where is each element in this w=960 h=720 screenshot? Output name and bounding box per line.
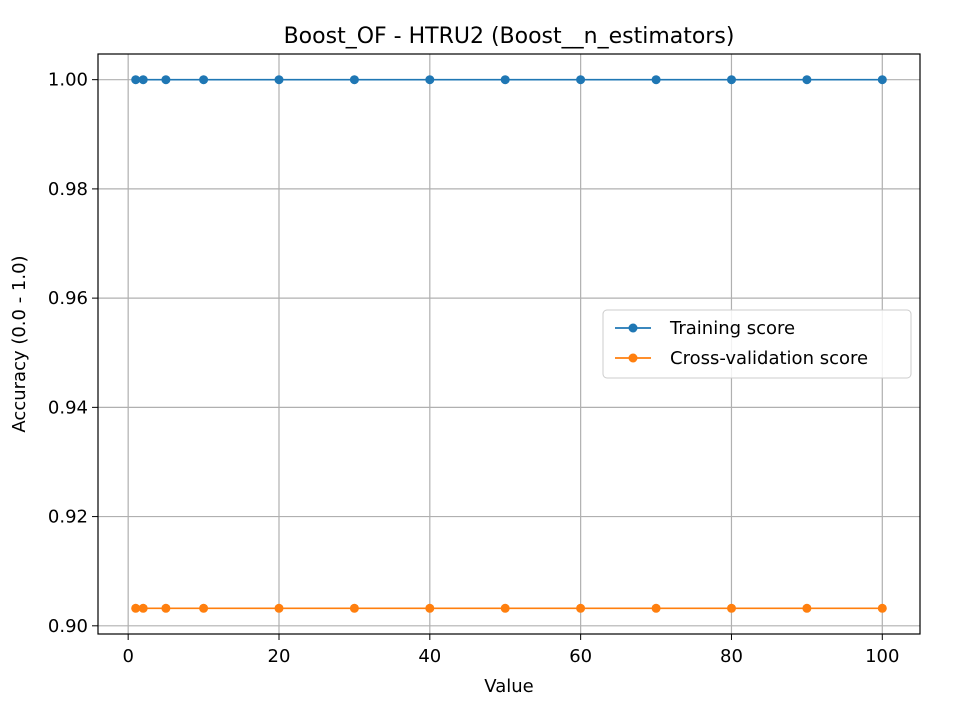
data-point-cross-validation-score	[138, 603, 148, 613]
axis-ticks: 0 20 40 60 80 100 0.90 0.92 0.94 0.96 0.98 1.00	[48, 70, 900, 667]
data-point-cross-validation-score	[651, 603, 661, 613]
y-tick-label: 0.90	[48, 616, 88, 637]
data-point-training-score	[651, 75, 661, 85]
legend-marker-cross-validation	[628, 353, 638, 363]
x-tick-label: 0	[122, 646, 133, 667]
y-tick-label: 0.94	[48, 397, 88, 418]
data-point-cross-validation-score	[802, 603, 812, 613]
data-point-training-score	[349, 75, 359, 85]
data-point-cross-validation-score	[274, 603, 284, 613]
data-point-cross-validation-score	[131, 603, 141, 613]
data-point-cross-validation-score	[425, 603, 435, 613]
data-point-training-score	[161, 75, 171, 85]
legend-box	[602, 309, 912, 379]
legend-label-cross-validation: Cross-validation score	[670, 348, 868, 369]
data-point-training-score	[199, 75, 209, 85]
data-point-training-score	[727, 75, 736, 85]
data-point-cross-validation-score	[199, 603, 209, 613]
x-tick-label: 60	[569, 646, 592, 667]
x-tick-label: 100	[865, 646, 899, 667]
plot-frame	[97, 53, 921, 635]
legend-label-training: Training score	[669, 318, 795, 339]
data-point-cross-validation-score	[349, 603, 359, 613]
x-tick-label: 80	[720, 646, 743, 667]
x-tick-label: 40	[418, 646, 441, 667]
data-point-training-score	[131, 75, 141, 85]
legend: Training score Cross-validation score	[602, 309, 912, 379]
y-axis-label: Accuracy (0.0 - 1.0)	[9, 255, 30, 432]
x-tick-label: 20	[268, 646, 291, 667]
grid-lines	[98, 54, 920, 634]
data-point-training-score	[138, 75, 148, 85]
data-point-cross-validation-score	[576, 603, 586, 613]
y-tick-label: 0.96	[48, 288, 88, 309]
data-point-training-score	[802, 75, 812, 85]
data-point-cross-validation-score	[877, 603, 887, 613]
data-point-cross-validation-score	[727, 603, 736, 613]
data-point-cross-validation-score	[161, 603, 171, 613]
data-point-training-score	[500, 75, 510, 85]
series-layer	[131, 75, 887, 613]
data-point-training-score	[576, 75, 586, 85]
legend-marker-training	[628, 323, 638, 333]
data-point-training-score	[274, 75, 284, 85]
y-tick-label: 1.00	[48, 70, 88, 91]
y-tick-label: 0.98	[48, 179, 88, 200]
y-tick-label: 0.92	[48, 507, 88, 528]
chart-title: Boost_OF - HTRU2 (Boost__n_estimators)	[284, 24, 735, 49]
data-point-cross-validation-score	[500, 603, 510, 613]
x-axis-label: Value	[484, 676, 533, 697]
data-point-training-score	[877, 75, 887, 85]
data-point-training-score	[425, 75, 435, 85]
